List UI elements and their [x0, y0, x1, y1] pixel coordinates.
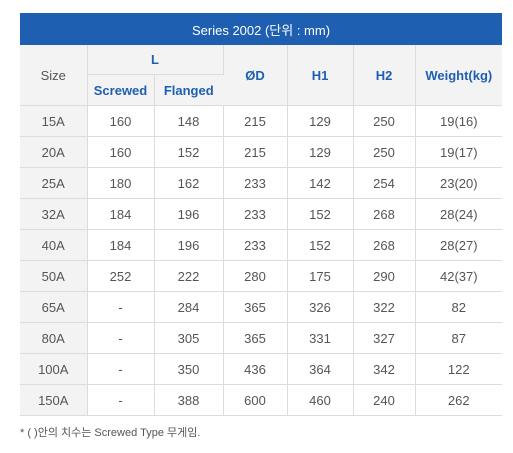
cell-screwed: 160 — [87, 105, 155, 137]
cell-h2: 268 — [353, 229, 416, 261]
table-row: 65A - 284 365 326 322 82 — [20, 291, 503, 323]
table-row: 80A - 305 365 331 327 87 — [20, 322, 503, 354]
table-row: 40A 184 196 233 152 268 28(27) — [20, 229, 503, 261]
cell-screwed: 184 — [87, 229, 155, 261]
cell-h1: 142 — [287, 167, 354, 199]
spec-table: Series 2002 (단위 : mm) Size L ØD H1 H2 We… — [20, 13, 503, 416]
cell-screwed: 184 — [87, 198, 155, 230]
cell-h1: 152 — [287, 198, 354, 230]
table-row: 150A - 388 600 460 240 262 — [20, 384, 503, 416]
cell-weight: 42(37) — [415, 260, 503, 292]
header-od: ØD — [223, 45, 288, 106]
header-h1: H1 — [287, 45, 354, 106]
cell-flanged: 152 — [154, 136, 224, 168]
cell-weight: 87 — [415, 322, 503, 354]
cell-h2: 327 — [353, 322, 416, 354]
cell-od: 365 — [223, 322, 288, 354]
header-weight: Weight(kg) — [415, 45, 503, 106]
cell-weight: 19(16) — [415, 105, 503, 137]
cell-size: 15A — [20, 105, 88, 137]
cell-size: 80A — [20, 322, 88, 354]
table-row: 100A - 350 436 364 342 122 — [20, 353, 503, 385]
cell-h1: 331 — [287, 322, 354, 354]
cell-weight: 28(24) — [415, 198, 503, 230]
cell-h2: 254 — [353, 167, 416, 199]
table-title-row: Series 2002 (단위 : mm) — [20, 13, 503, 45]
cell-flanged: 148 — [154, 105, 224, 137]
cell-h1: 326 — [287, 291, 354, 323]
cell-size: 32A — [20, 198, 88, 230]
cell-screwed: - — [87, 353, 155, 385]
cell-od: 280 — [223, 260, 288, 292]
table-row: 50A 252 222 280 175 290 42(37) — [20, 260, 503, 292]
cell-od: 365 — [223, 291, 288, 323]
cell-screwed: - — [87, 291, 155, 323]
footnote: * ( )안의 치수는 Screwed Type 무게임. — [20, 427, 201, 439]
cell-weight: 19(17) — [415, 136, 503, 168]
header-h2: H2 — [353, 45, 416, 106]
cell-size: 100A — [20, 353, 88, 385]
header-l: L — [87, 45, 224, 75]
cell-weight: 23(20) — [415, 167, 503, 199]
cell-flanged: 162 — [154, 167, 224, 199]
cell-h2: 240 — [353, 384, 416, 416]
cell-flanged: 196 — [154, 198, 224, 230]
cell-h2: 250 — [353, 105, 416, 137]
cell-h2: 250 — [353, 136, 416, 168]
cell-size: 150A — [20, 384, 88, 416]
cell-flanged: 284 — [154, 291, 224, 323]
header-row: Size L ØD H1 H2 Weight(kg) — [20, 45, 503, 106]
table-row: 25A 180 162 233 142 254 23(20) — [20, 167, 503, 199]
cell-od: 600 — [223, 384, 288, 416]
cell-h2: 268 — [353, 198, 416, 230]
table-row: 32A 184 196 233 152 268 28(24) — [20, 198, 503, 230]
cell-od: 436 — [223, 353, 288, 385]
cell-size: 25A — [20, 167, 88, 199]
cell-h2: 342 — [353, 353, 416, 385]
cell-size: 20A — [20, 136, 88, 168]
cell-od: 215 — [223, 136, 288, 168]
cell-weight: 82 — [415, 291, 503, 323]
cell-h1: 175 — [287, 260, 354, 292]
cell-h1: 364 — [287, 353, 354, 385]
cell-size: 50A — [20, 260, 88, 292]
cell-screwed: 180 — [87, 167, 155, 199]
header-flanged: Flanged — [154, 74, 223, 106]
cell-od: 233 — [223, 198, 288, 230]
table-row: 15A 160 148 215 129 250 19(16) — [20, 105, 503, 137]
header-size: Size — [20, 45, 88, 106]
cell-weight: 122 — [415, 353, 503, 385]
table-row: 20A 160 152 215 129 250 19(17) — [20, 136, 503, 168]
cell-flanged: 388 — [154, 384, 224, 416]
spec-table-container: Series 2002 (단위 : mm) Size L ØD H1 H2 We… — [20, 13, 503, 440]
cell-h2: 322 — [353, 291, 416, 323]
cell-flanged: 305 — [154, 322, 224, 354]
cell-od: 233 — [223, 229, 288, 261]
cell-od: 215 — [223, 105, 288, 137]
cell-flanged: 350 — [154, 353, 224, 385]
cell-h1: 460 — [287, 384, 354, 416]
cell-screwed: 252 — [87, 260, 155, 292]
cell-h1: 129 — [287, 136, 354, 168]
cell-h1: 129 — [287, 105, 354, 137]
cell-flanged: 196 — [154, 229, 224, 261]
cell-screwed: - — [87, 322, 155, 354]
cell-screwed: - — [87, 384, 155, 416]
cell-screwed: 160 — [87, 136, 155, 168]
cell-size: 40A — [20, 229, 88, 261]
header-screwed: Screwed — [87, 74, 155, 106]
header-subrow: Screwed Flanged — [20, 74, 502, 106]
cell-od: 233 — [223, 167, 288, 199]
cell-weight: 262 — [415, 384, 503, 416]
cell-h1: 152 — [287, 229, 354, 261]
cell-h2: 290 — [353, 260, 416, 292]
cell-flanged: 222 — [154, 260, 224, 292]
table-title: Series 2002 (단위 : mm) — [20, 13, 503, 45]
cell-size: 65A — [20, 291, 88, 323]
cell-weight: 28(27) — [415, 229, 503, 261]
